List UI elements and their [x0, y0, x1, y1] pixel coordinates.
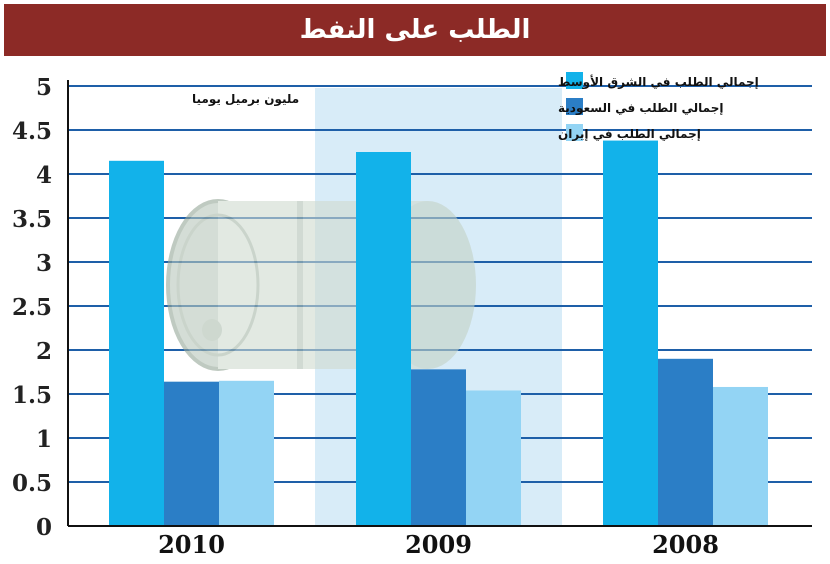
bars	[109, 140, 768, 527]
bar	[658, 358, 713, 526]
legend-swatch	[566, 98, 583, 115]
x-category-labels: 2010 2009 2008	[158, 530, 719, 559]
chart-title: الطلب على النفط	[300, 15, 531, 45]
bar	[603, 140, 658, 526]
legend-swatch	[566, 72, 583, 89]
y-tick-label: 1.5	[12, 382, 52, 409]
axes	[67, 80, 812, 527]
y-tick-label: 3	[36, 250, 52, 277]
bar	[109, 160, 164, 527]
y-tick-labels: 0 0.5 1 1.5 2 2.5 3 3.5 4 4.5 5	[12, 74, 52, 541]
bar	[219, 380, 274, 526]
y-tick-label: 0	[36, 514, 52, 541]
unit-label: مليون برميل يوميا	[192, 92, 299, 107]
title-banner	[4, 4, 826, 56]
legend: إجمالي الطلب في الشرق الأوسط إجمالي الطلب…	[558, 72, 759, 141]
legend-swatch	[566, 124, 583, 141]
oil-barrel-icon	[166, 199, 476, 371]
legend-label: إجمالي الطلب في إيران	[558, 127, 701, 141]
x-category-label: 2010	[158, 530, 225, 559]
y-tick-label: 2.5	[12, 294, 52, 321]
y-tick-label: 3.5	[12, 206, 52, 233]
y-tick-label: 0.5	[12, 470, 52, 497]
y-tick-label: 5	[36, 74, 52, 101]
bar	[411, 369, 466, 526]
x-category-label: 2008	[652, 530, 719, 559]
y-tick-label: 1	[36, 426, 52, 453]
legend-label: إجمالي الطلب في الشرق الأوسط	[558, 74, 759, 90]
bar	[713, 386, 768, 526]
y-tick-label: 4.5	[12, 118, 52, 145]
x-category-label: 2009	[405, 530, 472, 559]
bar	[164, 381, 219, 526]
bar	[466, 390, 521, 526]
y-tick-label: 2	[36, 338, 52, 365]
y-tick-label: 4	[36, 162, 52, 189]
legend-label: إجمالي الطلب في السعودية	[558, 101, 723, 116]
bar	[356, 152, 411, 526]
